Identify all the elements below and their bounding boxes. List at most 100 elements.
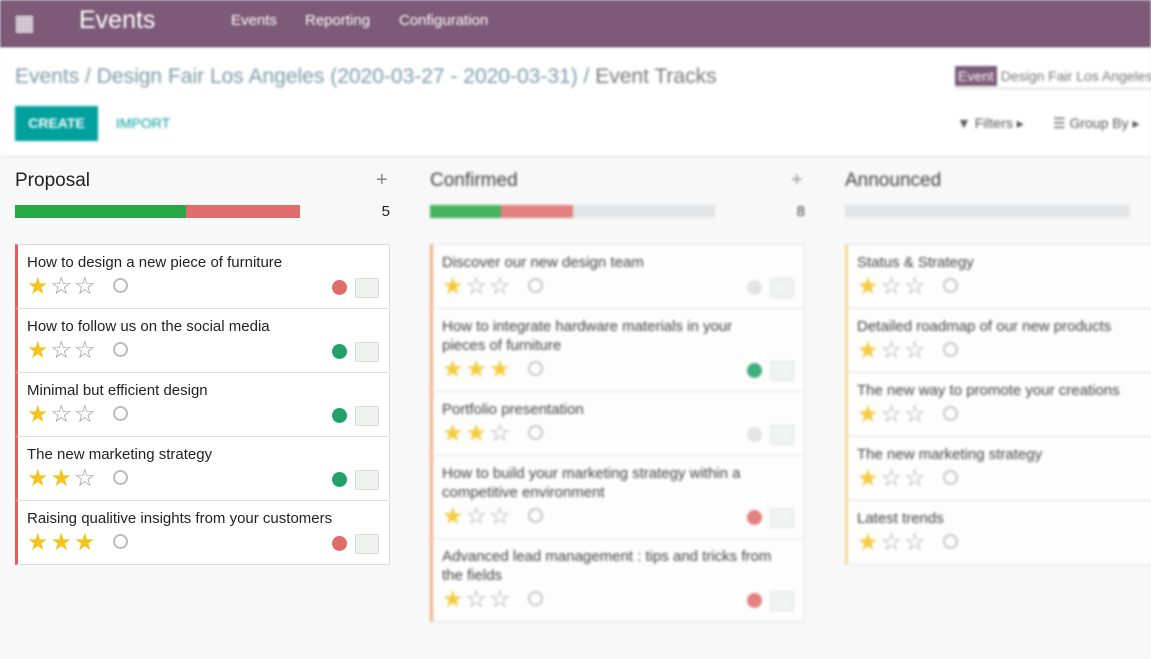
star-filled: ★ xyxy=(27,273,49,300)
card[interactable]: Advanced lead management : tips and tric… xyxy=(430,538,805,622)
card[interactable]: How to build your marketing strategy wit… xyxy=(430,455,805,539)
star-empty: ☆ xyxy=(489,586,511,613)
clock-icon[interactable] xyxy=(528,508,543,523)
card[interactable]: Raising qualitive insights from your cus… xyxy=(15,500,390,565)
priority-stars[interactable]: ★☆☆ xyxy=(857,465,928,492)
card[interactable]: The new marketing strategy ★☆☆ xyxy=(845,436,1151,501)
kanban-state[interactable] xyxy=(747,510,762,525)
clock-icon[interactable] xyxy=(113,534,128,549)
card-title: Latest trends xyxy=(857,510,944,527)
avatar xyxy=(770,591,794,611)
clock-icon[interactable] xyxy=(943,406,958,421)
kanban-state[interactable] xyxy=(747,280,762,295)
star-filled: ★ xyxy=(442,420,464,447)
card-footer: ★☆☆ xyxy=(442,502,794,532)
card[interactable]: How to integrate hardware materials in y… xyxy=(430,308,805,392)
card[interactable]: Minimal but efficient design ★☆☆ xyxy=(15,372,390,437)
import-button[interactable]: IMPORT xyxy=(116,115,171,131)
priority-stars[interactable]: ★☆☆ xyxy=(442,586,513,613)
star-filled: ★ xyxy=(27,529,49,556)
star-filled: ★ xyxy=(857,529,879,556)
filters[interactable]: ▼ Filters ▸ xyxy=(957,115,1024,131)
star-empty: ☆ xyxy=(74,401,96,428)
clock-icon[interactable] xyxy=(528,425,543,440)
card-footer: ★☆☆ xyxy=(27,336,379,366)
priority-stars[interactable]: ★★☆ xyxy=(442,420,513,447)
star-empty: ☆ xyxy=(880,401,903,428)
menu-item[interactable]: Configuration xyxy=(399,12,489,29)
kanban-state[interactable] xyxy=(332,536,347,551)
card[interactable]: How to follow us on the social media ★☆☆ xyxy=(15,308,390,373)
priority-stars[interactable]: ★☆☆ xyxy=(27,337,98,364)
star-empty: ☆ xyxy=(489,503,511,530)
create-button[interactable]: CREATE xyxy=(15,106,98,141)
kanban-state[interactable] xyxy=(332,280,347,295)
control-panel: Events / Design Fair Los Angeles (2020-0… xyxy=(0,48,1151,157)
priority-stars[interactable]: ★☆☆ xyxy=(857,337,928,364)
avatar xyxy=(770,278,794,298)
clock-icon[interactable] xyxy=(528,591,543,606)
star-filled: ★ xyxy=(857,401,879,428)
priority-stars[interactable]: ★☆☆ xyxy=(857,401,928,428)
kanban-state[interactable] xyxy=(747,593,762,608)
priority-stars[interactable]: ★★★ xyxy=(27,529,98,556)
card-footer: ★☆☆ xyxy=(857,528,1151,558)
clock-icon[interactable] xyxy=(943,470,958,485)
card-title: The new way to promote your creations xyxy=(857,382,1120,399)
card-list: Status & Strategy ★☆☆ Detailed roadmap of … xyxy=(845,244,1151,565)
star-empty: ☆ xyxy=(904,465,926,492)
card[interactable]: The new marketing strategy ★★☆ xyxy=(15,436,390,501)
card-footer: ★☆☆ xyxy=(27,400,379,430)
card-footer: ★☆☆ xyxy=(857,336,1151,366)
avatar xyxy=(770,361,794,381)
menu-item[interactable]: Events xyxy=(231,12,277,29)
group-by[interactable]: ☰ Group By ▸ xyxy=(1053,115,1140,131)
clock-icon[interactable] xyxy=(113,278,128,293)
menu-item[interactable]: Reporting xyxy=(305,12,371,29)
clock-icon[interactable] xyxy=(943,278,958,293)
card[interactable]: Status & Strategy ★☆☆ xyxy=(845,244,1151,309)
priority-stars[interactable]: ★☆☆ xyxy=(27,273,98,300)
card[interactable]: Discover our new design team ★☆☆ xyxy=(430,244,805,309)
card[interactable]: Latest trends ★☆☆ xyxy=(845,500,1151,565)
kanban-state[interactable] xyxy=(332,408,347,423)
card-title: Portfolio presentation xyxy=(442,401,584,418)
priority-stars[interactable]: ★☆☆ xyxy=(857,273,928,300)
avatar xyxy=(355,534,379,554)
clock-icon[interactable] xyxy=(528,361,543,376)
search-box[interactable]: Event Design Fair Los Angeles xyxy=(955,64,1151,89)
star-filled: ★ xyxy=(27,337,49,364)
clock-icon[interactable] xyxy=(113,470,128,485)
clock-icon[interactable] xyxy=(943,342,958,357)
kanban-state[interactable] xyxy=(332,472,347,487)
avatar xyxy=(770,425,794,445)
kanban-state[interactable] xyxy=(332,344,347,359)
add-button[interactable]: + xyxy=(791,169,803,191)
crumb[interactable]: Events xyxy=(15,65,80,88)
apps-icon[interactable]: ▦ xyxy=(14,10,35,35)
card[interactable]: The new way to promote your creations ★☆☆ xyxy=(845,372,1151,437)
star-empty: ☆ xyxy=(880,465,903,492)
priority-stars[interactable]: ★☆☆ xyxy=(857,529,928,556)
priority-stars[interactable]: ★★★ xyxy=(442,356,513,383)
card-footer: ★☆☆ xyxy=(27,272,379,302)
facet: Event xyxy=(955,66,997,86)
avatar xyxy=(355,470,379,490)
priority-stars[interactable]: ★☆☆ xyxy=(442,273,513,300)
card[interactable]: How to design a new piece of furniture ★☆… xyxy=(15,244,390,309)
priority-stars[interactable]: ★☆☆ xyxy=(442,503,513,530)
priority-stars[interactable]: ★☆☆ xyxy=(27,401,98,428)
crumb[interactable]: Design Fair Los Angeles (2020-03-27 - 20… xyxy=(96,65,578,88)
card-footer: ★★★ xyxy=(27,528,379,558)
add-button[interactable]: + xyxy=(376,169,388,191)
card[interactable]: Portfolio presentation ★★☆ xyxy=(430,391,805,456)
clock-icon[interactable] xyxy=(113,342,128,357)
kanban-state[interactable] xyxy=(747,427,762,442)
clock-icon[interactable] xyxy=(113,406,128,421)
clock-icon[interactable] xyxy=(943,534,958,549)
kanban-state[interactable] xyxy=(747,363,762,378)
star-filled: ★ xyxy=(857,465,879,492)
card[interactable]: Detailed roadmap of our new products ★☆☆ xyxy=(845,308,1151,373)
priority-stars[interactable]: ★★☆ xyxy=(27,465,98,492)
clock-icon[interactable] xyxy=(528,278,543,293)
